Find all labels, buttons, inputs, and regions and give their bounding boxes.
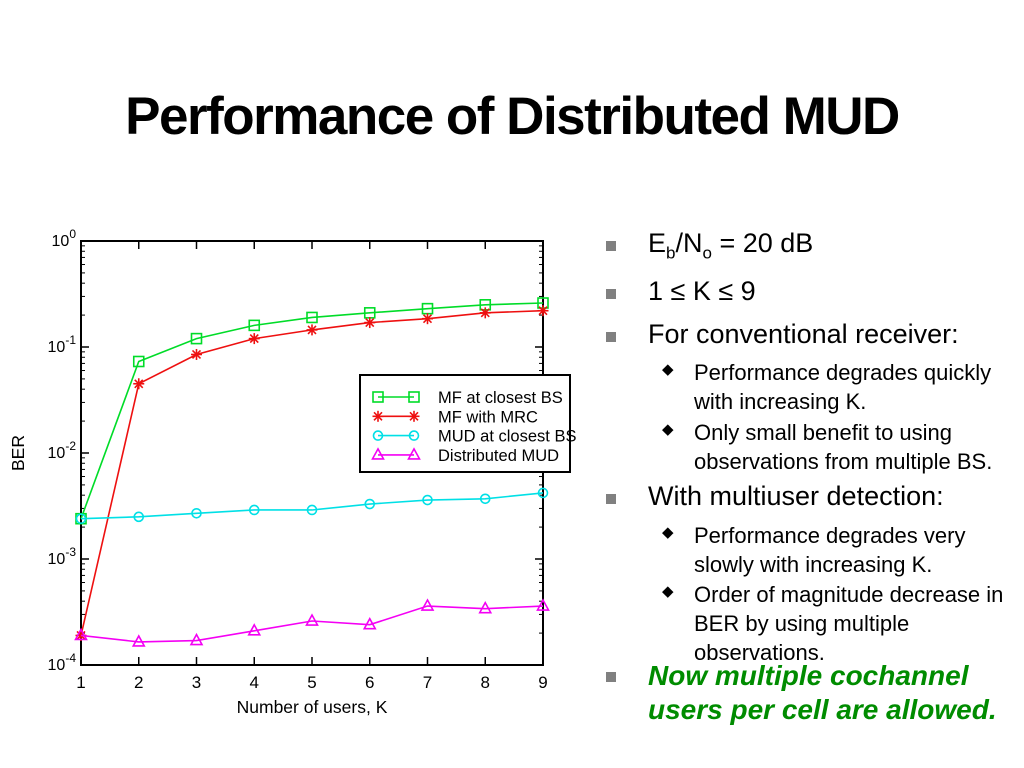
marker-star-icon [480, 308, 490, 318]
ebno-value: = 20 dB [711, 228, 814, 258]
bullet-text-cochannel: Now multiple cochannel users per cell ar… [648, 660, 997, 725]
x-tick-label: 5 [307, 673, 316, 692]
diamond-bullet-icon: ◆ [662, 361, 674, 378]
marker-triangle-icon [371, 447, 385, 460]
marker-triangle-icon [362, 617, 377, 630]
sub-bullet-degrades-quickly: ◆ Performance degrades quickly with incr… [595, 358, 1024, 416]
marker-triangle-icon [131, 634, 146, 647]
marker-star-icon [249, 334, 259, 344]
ebno-sub-b: b [666, 243, 676, 263]
legend-label: MF with MRC [438, 408, 538, 426]
sub-bullet-small-benefit: ◆ Only small benefit to using observatio… [595, 418, 1024, 476]
marker-star-icon [307, 325, 317, 335]
series-line [80, 302, 544, 519]
marker-square-icon [132, 355, 145, 368]
ber-chart-svg: 1 2 3 4 5 6 7 8 9 100 10-1 10-2 10-3 10-4 Number of us… [8, 227, 576, 717]
legend-label: Distributed MUD [438, 447, 559, 465]
x-tick-label: 8 [481, 673, 490, 692]
ebno-E: E [648, 228, 667, 258]
bullet-item-krange: 1 ≤ K ≤ 9 [595, 274, 1024, 308]
marker-triangle-icon [478, 601, 493, 614]
square-bullet-icon [606, 332, 616, 342]
marker-circle-icon [75, 513, 87, 524]
marker-circle-icon [191, 507, 202, 519]
marker-square-icon [408, 391, 420, 403]
marker-triangle-icon [305, 613, 319, 626]
x-tick-label: 6 [365, 673, 374, 692]
marker-triangle-icon [189, 632, 204, 646]
marker-triangle-icon [74, 627, 88, 641]
marker-circle-icon [248, 504, 260, 516]
square-bullet-icon [606, 241, 616, 251]
sub-bullet-text: Performance degrades very slowly with in… [694, 523, 966, 577]
marker-star-icon [409, 411, 419, 421]
bullet-item-multiuser: With multiuser detection: [595, 479, 1024, 513]
marker-star-icon [538, 306, 548, 316]
marker-circle-icon [537, 487, 549, 499]
sub-bullet-text: Order of magnitude decrease in BER by us… [694, 582, 1004, 665]
y-tick-label: 10-1 [48, 333, 77, 356]
sub-bullet-degrades-slowly: ◆ Performance degrades very slowly with … [595, 521, 1024, 579]
diamond-bullet-icon: ◆ [662, 583, 674, 600]
slide-title: Performance of Distributed MUD [125, 87, 900, 146]
diamond-bullet-icon: ◆ [662, 421, 674, 438]
marker-circle-icon [306, 504, 318, 516]
marker-square-icon [190, 332, 203, 345]
marker-star-icon [365, 318, 375, 328]
square-bullet-icon [606, 289, 616, 299]
marker-circle-icon [372, 430, 384, 441]
bullet-item-ebno: Eb/No = 20 dB [595, 226, 1024, 263]
y-tick-label: 100 [52, 227, 77, 250]
ebno-sub-o: o [702, 243, 712, 263]
legend-box [359, 374, 571, 473]
marker-circle-icon [133, 511, 145, 523]
series-line [80, 605, 544, 643]
series-line [80, 309, 544, 636]
y-tick-label: 10-3 [48, 545, 77, 568]
x-tick-label: 2 [134, 673, 143, 692]
marker-star-icon [134, 379, 144, 389]
sub-bullet-text: Performance degrades quickly with increa… [694, 360, 992, 414]
bullet-item-cochannel: Now multiple cochannel users per cell ar… [595, 659, 1024, 727]
marker-triangle-icon [407, 447, 421, 460]
x-tick-label: 3 [192, 673, 201, 692]
y-tick-label: 10-4 [48, 651, 77, 674]
bullet-item-conventional: For conventional receiver: [595, 317, 1024, 351]
x-tick-label: 4 [250, 673, 259, 692]
marker-triangle-icon [536, 598, 550, 611]
marker-circle-icon [422, 494, 433, 506]
series-line [80, 492, 544, 520]
marker-star-icon [373, 411, 383, 421]
square-bullet-icon [606, 672, 616, 682]
y-axis-label: BER [8, 435, 28, 471]
marker-star-icon [422, 314, 433, 324]
marker-triangle-icon [420, 598, 435, 611]
ber-chart: 1 2 3 4 5 6 7 8 9 100 10-1 10-2 10-3 10-4 Number of us… [0, 205, 620, 760]
square-bullet-icon [606, 494, 616, 504]
bullet-text-multiuser: With multiuser detection: [648, 481, 944, 511]
marker-square-icon [306, 311, 318, 324]
bullet-text-conventional: For conventional receiver: [648, 319, 959, 349]
x-tick-label: 9 [538, 673, 547, 692]
legend-label: MUD at closest BS [438, 428, 576, 446]
x-tick-label: 7 [423, 673, 432, 692]
marker-triangle-icon [247, 623, 262, 636]
legend-label: MF at closest BS [438, 389, 563, 407]
sub-bullet-text: Only small benefit to using observations… [694, 420, 993, 474]
ebno-N: /N [675, 228, 703, 258]
marker-star-icon [191, 349, 202, 360]
marker-circle-icon [479, 493, 491, 505]
y-tick-label: 10-2 [48, 439, 77, 462]
marker-circle-icon [408, 430, 420, 441]
x-tick-label: 1 [76, 673, 85, 692]
marker-circle-icon [364, 498, 376, 510]
sub-bullet-order-magnitude: ◆ Order of magnitude decrease in BER by … [595, 580, 1024, 667]
marker-square-icon [248, 319, 261, 332]
marker-square-icon [372, 391, 384, 403]
bullet-text-krange: 1 ≤ K ≤ 9 [648, 276, 756, 306]
diamond-bullet-icon: ◆ [662, 524, 674, 541]
bullet-text-ebno: Eb/No = 20 dB [648, 226, 1024, 263]
x-axis-label: Number of users, K [237, 697, 388, 717]
